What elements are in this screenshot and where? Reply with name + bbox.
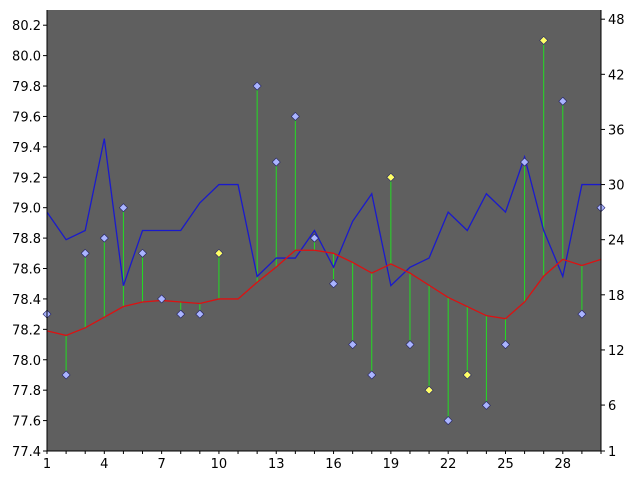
- x-tick-label: 19: [383, 457, 400, 472]
- x-tick-label: 28: [555, 457, 572, 472]
- left-tick-label: 79.4: [12, 141, 41, 156]
- plot-area: [47, 10, 601, 451]
- right-tick-label: 48: [608, 13, 625, 28]
- data-point-29: [577, 309, 587, 319]
- moving-average-line: [46, 249, 602, 337]
- x-axis-ticks: 1 4 7 10 13 16 19 22 25 28: [43, 451, 602, 472]
- right-tick-label: 30: [608, 179, 625, 194]
- data-point-10: [214, 248, 224, 258]
- left-tick-label: 79.6: [12, 110, 41, 125]
- right-tick-label: 36: [608, 123, 625, 138]
- data-point-13: [271, 157, 281, 167]
- data-point-18: [367, 370, 377, 380]
- data-point-19: [386, 172, 396, 182]
- x-tick-label: 25: [497, 457, 514, 472]
- left-tick-label: 79.8: [12, 80, 41, 95]
- data-point-8: [176, 309, 186, 319]
- left-tick-label: 77.8: [12, 384, 41, 399]
- left-tick-label: 79.2: [12, 171, 41, 186]
- data-point-24: [481, 400, 491, 410]
- left-tick-label: 78.4: [12, 293, 41, 308]
- data-point-21: [424, 385, 434, 395]
- right-tick-label: 18: [608, 289, 625, 304]
- left-tick-label: 77.4: [12, 445, 41, 460]
- data-point-26: [520, 157, 530, 167]
- left-tick-label: 78.0: [12, 354, 41, 369]
- left-tick-label: 78.6: [12, 263, 41, 278]
- data-point-22: [443, 416, 453, 426]
- data-point-2: [61, 370, 71, 380]
- data-point-16: [329, 279, 338, 289]
- data-point-12: [252, 81, 262, 91]
- right-tick-label: 24: [608, 234, 625, 249]
- stems: [46, 40, 602, 421]
- left-tick-label: 80.0: [12, 50, 41, 65]
- left-tick-label: 79.0: [12, 202, 41, 217]
- x-tick-label: 13: [268, 457, 285, 472]
- data-point-7: [157, 294, 167, 304]
- data-point-20: [405, 340, 415, 349]
- x-tick-label: 4: [100, 457, 108, 472]
- data-point-27: [539, 35, 549, 45]
- data-point-3: [80, 248, 90, 258]
- data-point-23: [462, 370, 472, 380]
- x-tick-label: 1: [43, 457, 51, 472]
- x-tick-label: 7: [157, 457, 165, 472]
- right-tick-label: 12: [608, 344, 625, 359]
- x-tick-label: 22: [440, 457, 457, 472]
- data-point-28: [558, 96, 568, 106]
- volume-line: [46, 138, 601, 287]
- left-tick-label: 77.6: [12, 415, 41, 430]
- data-point-5: [118, 203, 128, 213]
- right-tick-label: 6: [608, 399, 616, 414]
- data-points: [42, 35, 606, 426]
- data-point-25: [501, 340, 510, 349]
- right-tick-label: 42: [608, 68, 625, 83]
- left-axis-ticks: 77.4 77.6 77.8 78.0 78.2 78.4 78.6 78.8 79.0 79.2…: [12, 19, 47, 460]
- data-point-15: [310, 233, 319, 243]
- left-tick-label: 78.2: [12, 323, 41, 338]
- data-point-4: [99, 233, 109, 243]
- data-point-6: [138, 248, 147, 258]
- right-tick-label: 1: [608, 445, 616, 460]
- left-tick-label: 80.2: [12, 19, 41, 34]
- right-axis-ticks: 1 6 12 18 24 30 36 42 48: [601, 13, 625, 460]
- data-point-9: [195, 309, 205, 319]
- data-point-14: [290, 112, 300, 121]
- x-tick-label: 10: [211, 457, 228, 472]
- data-point-17: [348, 340, 358, 349]
- left-tick-label: 78.8: [12, 232, 41, 247]
- x-tick-label: 16: [325, 457, 342, 472]
